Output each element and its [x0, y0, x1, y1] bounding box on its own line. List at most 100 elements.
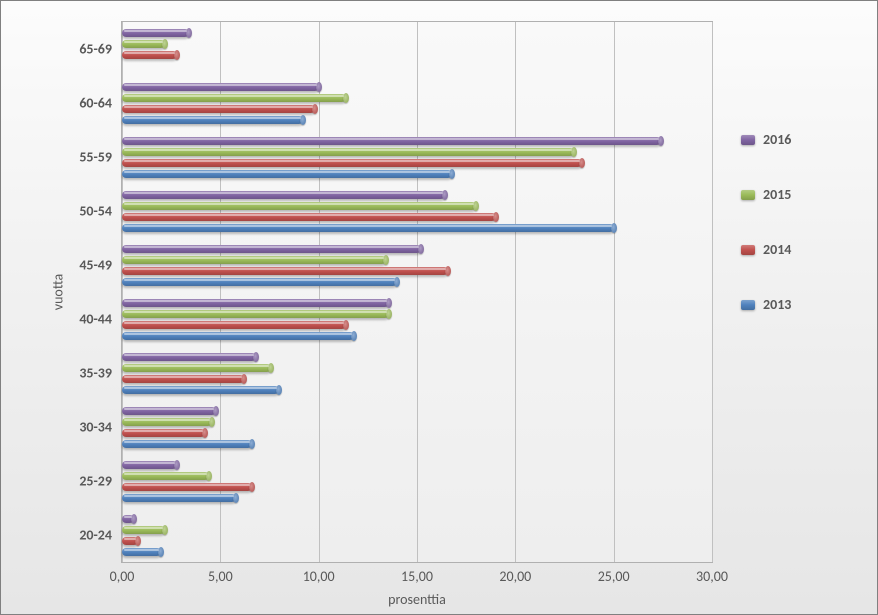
bar-end-cap — [493, 212, 499, 222]
bar-end-cap — [300, 115, 306, 125]
bar — [122, 51, 177, 59]
bar — [122, 472, 209, 480]
gridline — [319, 22, 320, 562]
bar — [122, 548, 161, 556]
gridline — [515, 22, 516, 562]
bar-end-cap — [386, 298, 392, 308]
bar-end-cap — [135, 536, 141, 546]
bar — [122, 526, 165, 534]
legend-item: 2015 — [741, 186, 851, 203]
bar — [122, 407, 216, 415]
bar — [122, 29, 189, 37]
gridline — [417, 22, 418, 562]
bar-end-cap — [611, 223, 617, 233]
category-label: 25-29 — [79, 473, 112, 490]
category-label: 30-34 — [79, 419, 112, 436]
bar — [122, 191, 445, 199]
bar — [122, 116, 303, 124]
gridline — [712, 22, 713, 562]
category-label: 45-49 — [79, 257, 112, 274]
bar — [122, 105, 315, 113]
bar-end-cap — [209, 417, 215, 427]
x-tick-label: 20,00 — [499, 568, 531, 585]
bar-end-cap — [571, 147, 577, 157]
plot-area: prosenttia vuotta 0,005,0010,0015,0020,0… — [121, 21, 713, 563]
bar — [122, 440, 252, 448]
category-label: 35-39 — [79, 365, 112, 382]
bar — [122, 224, 614, 232]
bar-end-cap — [579, 158, 585, 168]
legend-label: 2015 — [763, 186, 791, 203]
bar-end-cap — [162, 39, 168, 49]
legend-swatch — [741, 190, 755, 200]
bar — [122, 375, 244, 383]
y-axis-title: vuotta — [50, 274, 67, 310]
bar — [122, 148, 574, 156]
legend-item: 2013 — [741, 296, 851, 313]
bar — [122, 429, 205, 437]
bar — [122, 94, 346, 102]
chart-container: prosenttia vuotta 0,005,0010,0015,0020,0… — [0, 0, 878, 615]
bar — [122, 267, 448, 275]
bar — [122, 418, 212, 426]
legend-swatch — [741, 300, 755, 310]
bar — [122, 310, 389, 318]
bar-end-cap — [312, 104, 318, 114]
bar-end-cap — [449, 169, 455, 179]
legend-label: 2013 — [763, 296, 791, 313]
bar-end-cap — [206, 471, 212, 481]
legend: 2016201520142013 — [741, 131, 851, 351]
bar-end-cap — [174, 50, 180, 60]
bar — [122, 245, 421, 253]
bar — [122, 321, 346, 329]
category-label: 60-64 — [79, 95, 112, 112]
bar-end-cap — [131, 514, 137, 524]
bar-end-cap — [473, 201, 479, 211]
bar-end-cap — [174, 460, 180, 470]
category-label: 65-69 — [79, 41, 112, 58]
bar-end-cap — [442, 190, 448, 200]
bar-end-cap — [253, 352, 259, 362]
bar-end-cap — [158, 547, 164, 557]
x-axis-title: prosenttia — [388, 591, 446, 608]
bar-end-cap — [202, 428, 208, 438]
bar-end-cap — [386, 309, 392, 319]
bar — [122, 515, 134, 523]
gridline — [122, 22, 123, 562]
bar-end-cap — [343, 93, 349, 103]
bar — [122, 494, 236, 502]
bar — [122, 332, 354, 340]
bar — [122, 40, 165, 48]
legend-swatch — [741, 135, 755, 145]
legend-swatch — [741, 245, 755, 255]
x-tick-label: 0,00 — [110, 568, 135, 585]
bar-end-cap — [343, 320, 349, 330]
bar-end-cap — [162, 525, 168, 535]
category-label: 40-44 — [79, 311, 112, 328]
x-tick-label: 25,00 — [598, 568, 630, 585]
bar-end-cap — [241, 374, 247, 384]
bar-end-cap — [213, 406, 219, 416]
x-tick-label: 10,00 — [303, 568, 335, 585]
bar-end-cap — [445, 266, 451, 276]
legend-item: 2014 — [741, 241, 851, 258]
bar — [122, 299, 389, 307]
category-label: 20-24 — [79, 527, 112, 544]
bar-end-cap — [351, 331, 357, 341]
bar-end-cap — [394, 277, 400, 287]
bar — [122, 278, 397, 286]
bar-end-cap — [249, 482, 255, 492]
bar — [122, 256, 386, 264]
bar — [122, 364, 271, 372]
bar — [122, 537, 138, 545]
bar — [122, 386, 279, 394]
bar — [122, 83, 319, 91]
category-label: 55-59 — [79, 149, 112, 166]
bar — [122, 137, 661, 145]
bar — [122, 353, 256, 361]
gridline — [220, 22, 221, 562]
bar-end-cap — [418, 244, 424, 254]
bar-end-cap — [233, 493, 239, 503]
bar-end-cap — [383, 255, 389, 265]
bar-end-cap — [658, 136, 664, 146]
